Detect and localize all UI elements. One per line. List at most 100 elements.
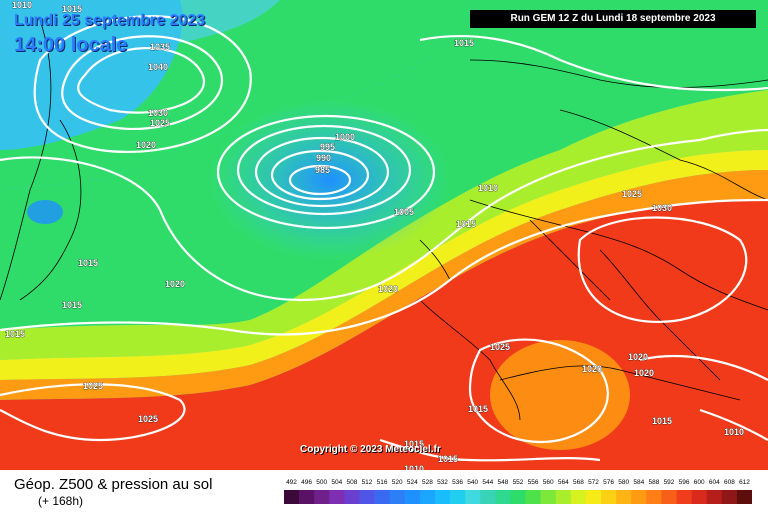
scale-swatch xyxy=(435,490,451,504)
scale-swatch xyxy=(359,490,375,504)
scale-tick-label: 496 xyxy=(301,479,312,486)
scale-swatch xyxy=(299,490,315,504)
scale-swatch xyxy=(450,490,466,504)
scale-swatch xyxy=(646,490,662,504)
scale-tick-label: 608 xyxy=(724,479,735,486)
pressure-label: 985 xyxy=(315,165,330,175)
scale-swatch xyxy=(585,490,602,504)
isobars xyxy=(0,15,768,462)
scale-tick-label: 580 xyxy=(618,479,629,486)
scale-swatch xyxy=(314,490,330,504)
scale-tick-label: 532 xyxy=(437,479,448,486)
pressure-label: 1020 xyxy=(378,284,398,294)
pressure-label: 1015 xyxy=(454,38,474,48)
scale-tick-label: 604 xyxy=(709,479,720,486)
scale-swatch xyxy=(691,490,707,504)
pressure-label: 1015 xyxy=(62,4,82,14)
scale-tick-label: 572 xyxy=(588,479,599,486)
scale-swatch xyxy=(480,490,496,504)
pressure-label: 1015 xyxy=(438,454,458,464)
legend-footer: Géop. Z500 & pression au sol (+ 168h) 49… xyxy=(0,470,768,512)
scale-tick-label: 508 xyxy=(346,479,357,486)
model-run-banner: Run GEM 12 Z du Lundi 18 septembre 2023 xyxy=(470,10,756,28)
pressure-label: 995 xyxy=(320,142,335,152)
pressure-label: 1030 xyxy=(652,203,672,213)
scale-swatch xyxy=(721,490,738,504)
pressure-label: 1010 xyxy=(12,0,32,10)
pressure-label: 1020 xyxy=(634,368,654,378)
scale-tick-label: 504 xyxy=(331,479,342,486)
pressure-label: 1000 xyxy=(335,132,355,142)
low-center-shading xyxy=(210,100,450,260)
scale-tick-label: 592 xyxy=(664,479,675,486)
pressure-label: 1025 xyxy=(490,342,510,352)
color-scale: 492 496 500 504 508 512 516 520 524 528 532 536 540 5… xyxy=(284,479,752,504)
pressure-label: 990 xyxy=(316,153,331,163)
scale-tick-label: 576 xyxy=(603,479,614,486)
scale-swatch xyxy=(525,490,541,504)
small-low-shading xyxy=(27,200,63,224)
scale-swatch xyxy=(631,490,647,504)
pressure-label: 1010 xyxy=(478,183,498,193)
scale-tick-label: 524 xyxy=(407,479,418,486)
pressure-label: 1025 xyxy=(622,189,642,199)
copyright-notice: Copyright © 2023 Meteociel.fr xyxy=(300,444,441,455)
pressure-label: 1015 xyxy=(456,219,476,229)
scale-tick-label: 500 xyxy=(316,479,327,486)
pressure-label: 1025 xyxy=(150,118,170,128)
scale-swatch xyxy=(706,490,723,504)
pressure-label: 1025 xyxy=(138,414,158,424)
scale-tick-label: 612 xyxy=(739,479,750,486)
scale-swatch xyxy=(616,490,632,504)
scale-swatch xyxy=(329,490,345,504)
scale-tick-label: 556 xyxy=(528,479,539,486)
pressure-label: 1025 xyxy=(83,381,103,391)
scale-swatch xyxy=(676,490,692,504)
scale-tick-label: 528 xyxy=(422,479,433,486)
pressure-label: 1035 xyxy=(150,42,170,52)
scale-tick-label: 596 xyxy=(679,479,690,486)
pressure-label: 1015 xyxy=(468,404,488,414)
band-orange xyxy=(0,170,768,400)
band-yellow xyxy=(0,150,768,380)
forecast-local-time: 14:00 locale xyxy=(14,34,128,56)
scale-tick-label: 520 xyxy=(392,479,403,486)
pressure-label: 1010 xyxy=(404,464,424,470)
scale-tick-label: 544 xyxy=(482,479,493,486)
scale-swatch xyxy=(540,490,556,504)
scale-tick-label: 536 xyxy=(452,479,463,486)
scale-tick-label: 512 xyxy=(362,479,373,486)
band-light-green xyxy=(0,90,768,360)
coastlines xyxy=(0,19,768,421)
scale-swatch xyxy=(510,490,526,504)
scale-tick-label: 560 xyxy=(543,479,554,486)
scale-swatch xyxy=(555,490,572,504)
pressure-map: 1010 1015 1035 1040 1030 1025 1020 1000 … xyxy=(0,0,768,470)
scale-swatch xyxy=(389,490,406,504)
scale-swatch xyxy=(495,490,511,504)
pressure-label: 1015 xyxy=(5,329,25,339)
pressure-label: 1020 xyxy=(582,364,602,374)
scale-tick-label: 540 xyxy=(467,479,478,486)
pressure-label: 1010 xyxy=(724,427,744,437)
pressure-label: 1015 xyxy=(652,416,672,426)
scale-tick-label: 588 xyxy=(648,479,659,486)
scale-tick-label: 568 xyxy=(573,479,584,486)
scale-swatch xyxy=(344,490,360,504)
scale-tick-label: 564 xyxy=(558,479,569,486)
pressure-label: 1020 xyxy=(136,140,156,150)
pressure-label: 1030 xyxy=(148,108,168,118)
forecast-offset: (+ 168h) xyxy=(38,494,84,508)
scale-swatch xyxy=(736,490,752,504)
scale-swatch xyxy=(661,490,677,504)
scale-swatch xyxy=(570,490,587,504)
scale-tick-label: 600 xyxy=(694,479,705,486)
pressure-labels: 1010 1015 1035 1040 1030 1025 1020 1000 … xyxy=(5,0,745,470)
scale-swatch xyxy=(374,490,390,504)
pressure-label: 1005 xyxy=(394,207,414,217)
scale-tick-label: 548 xyxy=(497,479,508,486)
scale-swatch xyxy=(284,490,300,504)
scale-swatch xyxy=(419,490,436,504)
scale-swatch xyxy=(601,490,617,504)
